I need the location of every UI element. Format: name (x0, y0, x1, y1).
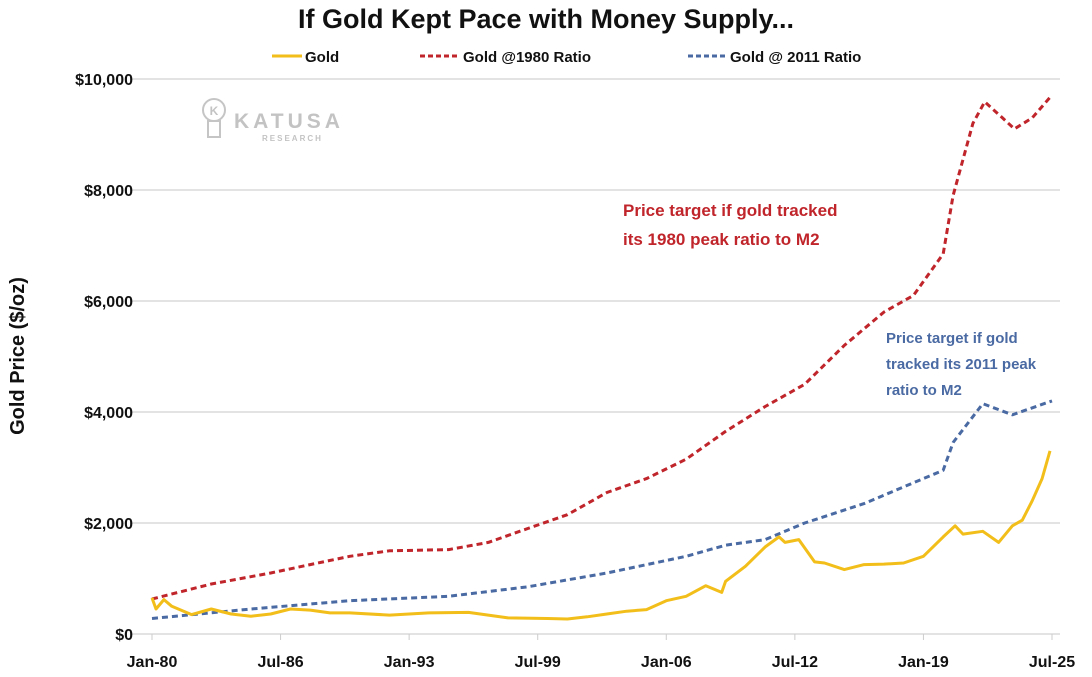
katusa-logo-watermark: K KATUSA RESEARCH (202, 98, 344, 143)
gridlines (132, 78, 1060, 635)
x-tick-label: Jan-80 (127, 654, 178, 671)
x-tick-label: Jul-99 (515, 654, 561, 671)
annotation-2011-line-1: Price target if gold (886, 330, 1018, 347)
legend-label-2011: Gold @ 2011 Ratio (730, 49, 861, 66)
annotation-2011-line-2: tracked its 2011 peak (886, 356, 1037, 373)
x-tick-label: Jul-86 (257, 654, 303, 671)
y-tick-label: $4,000 (84, 405, 133, 422)
logo-sub: RESEARCH (262, 134, 323, 143)
annotation-2011: Price target if gold tracked its 2011 pe… (886, 330, 1037, 399)
x-tick-label: Jan-19 (898, 654, 949, 671)
annotation-2011-line-3: ratio to M2 (886, 382, 962, 399)
y-tick-label: $6,000 (84, 294, 133, 311)
series-line-gold-2011-ratio (151, 399, 1053, 620)
legend-label-1980: Gold @1980 Ratio (463, 49, 591, 66)
series-line-gold (150, 450, 1052, 621)
y-tick-label: $2,000 (84, 516, 133, 533)
x-axis: Jan-80 Jul-86 Jan-93 Jul-99 Jan-06 Jul-12 Jan-… (127, 634, 1075, 671)
x-tick-label: Jan-93 (384, 654, 435, 671)
logo-mark: K (210, 104, 219, 118)
y-tick-label: $0 (115, 627, 133, 644)
x-tick-label: Jul-12 (772, 654, 818, 671)
chart-title: If Gold Kept Pace with Money Supply... (298, 4, 794, 34)
legend-label-gold: Gold (305, 49, 339, 66)
annotation-1980: Price target if gold tracked its 1980 pe… (623, 201, 837, 249)
y-axis: $0 $2,000 $4,000 $6,000 $8,000 $10,000 (75, 72, 133, 644)
x-tick-label: Jul-25 (1029, 654, 1075, 671)
x-tick-label: Jan-06 (641, 654, 692, 671)
annotation-1980-line-1: Price target if gold tracked (623, 201, 837, 220)
y-axis-label: Gold Price ($/oz) (7, 277, 29, 435)
y-tick-label: $8,000 (84, 183, 133, 200)
y-tick-label: $10,000 (75, 72, 133, 89)
legend: Gold Gold @1980 Ratio Gold @ 2011 Ratio (272, 49, 861, 66)
series-line-gold-1980-ratio (151, 94, 1054, 601)
logo-brand: KATUSA (234, 110, 344, 133)
series-lines (150, 94, 1054, 621)
annotation-1980-line-2: its 1980 peak ratio to M2 (623, 230, 820, 249)
